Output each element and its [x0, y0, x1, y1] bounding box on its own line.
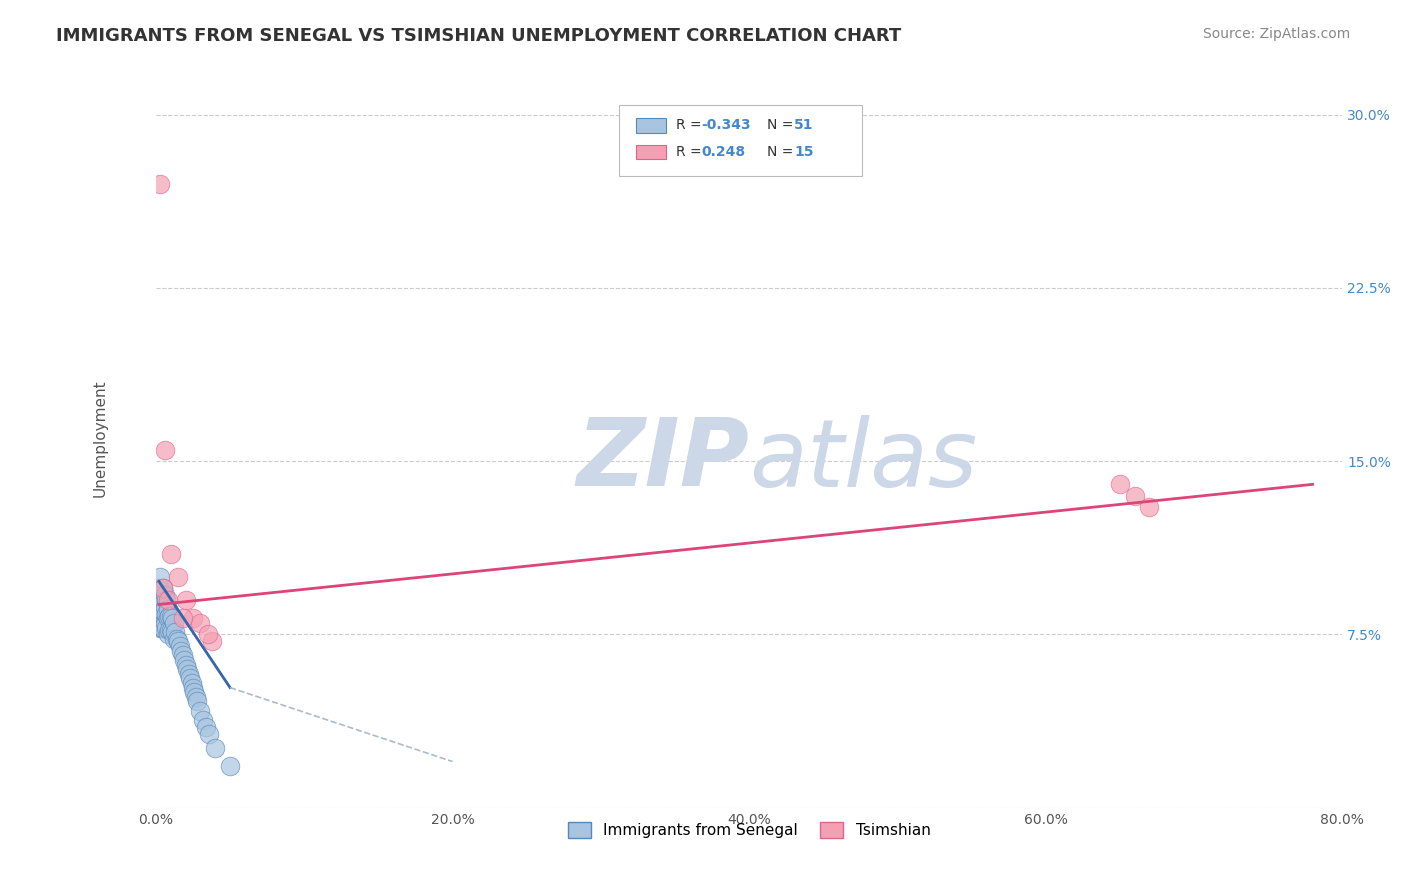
Text: N =: N = [766, 145, 797, 159]
Point [172, 648, 194, 663]
Point [152, 604, 174, 618]
Point [1139, 500, 1161, 515]
Point [153, 588, 176, 602]
Text: 51: 51 [794, 119, 814, 132]
Point [159, 609, 181, 624]
Point [153, 442, 176, 457]
Point [204, 740, 226, 755]
Point [177, 666, 200, 681]
Point [165, 625, 187, 640]
Point [166, 632, 188, 646]
Point [157, 623, 180, 637]
Point [155, 592, 177, 607]
Point [198, 727, 221, 741]
Point [170, 643, 193, 657]
Point [156, 592, 179, 607]
Text: Source: ZipAtlas.com: Source: ZipAtlas.com [1202, 27, 1350, 41]
Point [156, 611, 179, 625]
Point [155, 607, 177, 621]
Point [162, 611, 184, 625]
Point [193, 713, 215, 727]
Point [152, 582, 174, 596]
Text: ZIP: ZIP [576, 414, 749, 507]
Point [169, 639, 191, 653]
Point [156, 627, 179, 641]
Point [149, 621, 172, 635]
Text: N =: N = [766, 119, 797, 132]
Point [157, 609, 180, 624]
Text: IMMIGRANTS FROM SENEGAL VS TSIMSHIAN UNEMPLOYMENT CORRELATION CHART: IMMIGRANTS FROM SENEGAL VS TSIMSHIAN UNE… [56, 27, 901, 45]
Point [1108, 477, 1130, 491]
Point [174, 592, 197, 607]
Point [180, 676, 202, 690]
Point [197, 627, 219, 641]
Text: -0.343: -0.343 [702, 119, 751, 132]
Point [152, 582, 174, 596]
Point [150, 604, 173, 618]
Point [173, 653, 195, 667]
Point [186, 694, 208, 708]
Text: R =: R = [675, 145, 706, 159]
Point [149, 570, 172, 584]
Point [179, 672, 201, 686]
Point [159, 623, 181, 637]
Point [201, 634, 224, 648]
Point [184, 690, 207, 704]
Point [172, 611, 194, 625]
Point [183, 685, 205, 699]
Point [159, 547, 181, 561]
FancyBboxPatch shape [619, 105, 862, 176]
Point [1123, 489, 1146, 503]
Point [149, 598, 172, 612]
Point [176, 662, 198, 676]
Point [219, 759, 242, 773]
Point [152, 592, 174, 607]
Point [181, 611, 204, 625]
Point [153, 599, 176, 614]
Point [195, 720, 218, 734]
Point [174, 657, 197, 672]
Point [152, 621, 174, 635]
Text: 15: 15 [794, 145, 814, 159]
Point [163, 632, 186, 646]
Point [150, 588, 173, 602]
Legend: Immigrants from Senegal, Tsimshian: Immigrants from Senegal, Tsimshian [561, 816, 936, 845]
Point [181, 681, 204, 695]
Text: R =: R = [675, 119, 706, 132]
Point [190, 615, 212, 630]
Text: atlas: atlas [749, 415, 977, 506]
Point [149, 177, 172, 191]
Point [190, 704, 212, 718]
Point [155, 621, 177, 635]
Bar [637, 145, 666, 160]
Point [148, 582, 170, 596]
Point [153, 615, 176, 630]
Point [150, 621, 173, 635]
Point [156, 602, 179, 616]
Point [167, 634, 190, 648]
Text: 0.248: 0.248 [702, 145, 745, 159]
Y-axis label: Unemployment: Unemployment [93, 379, 107, 497]
Point [163, 615, 186, 630]
Point [162, 625, 184, 640]
Point [148, 611, 170, 625]
Bar [637, 118, 666, 133]
Point [167, 570, 190, 584]
